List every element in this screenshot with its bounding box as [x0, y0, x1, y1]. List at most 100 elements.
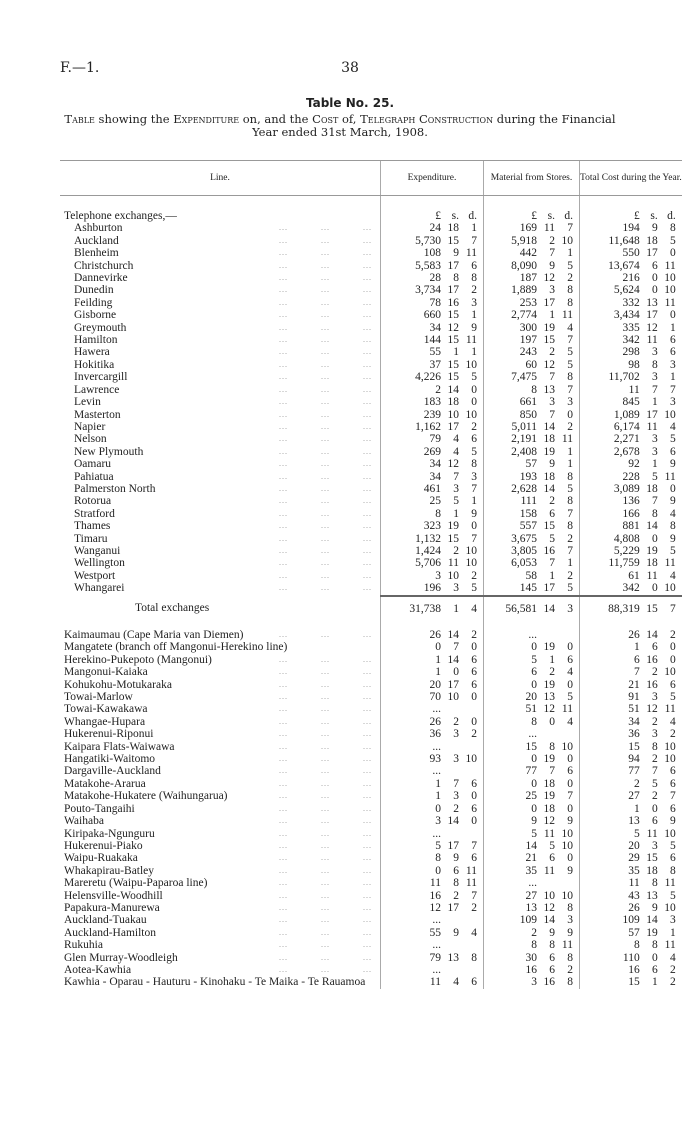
amount: 169 11 7	[484, 222, 579, 234]
amount: 78 16 3	[381, 297, 483, 309]
shillings: 18	[646, 864, 658, 877]
shillings: 12	[447, 321, 460, 334]
shillings: 12	[646, 321, 658, 334]
shillings: 12	[543, 272, 556, 285]
line-row: Whakapirau-Batley 06 11 35 11 9 35 18 8	[60, 864, 682, 878]
shillings: 5	[651, 470, 658, 483]
pence: 9	[669, 458, 676, 471]
shillings: 15	[447, 309, 460, 322]
pence: 2	[669, 728, 676, 741]
amount: 660 15 1	[381, 309, 483, 321]
document-reference: F.—1.	[60, 60, 100, 76]
exchange-row: Ashburton 24 18 1 169 11 7 194 98	[60, 222, 682, 235]
line-row: Kaipara Flats-Waiwawa... 15 8 10 15 8 10	[60, 740, 682, 753]
pounds: 8	[531, 939, 537, 952]
pence: 7	[669, 383, 676, 396]
pence: 0	[669, 653, 676, 666]
shillings: 3	[651, 691, 658, 704]
pounds: 461	[423, 482, 441, 495]
shillings: 5	[453, 495, 459, 508]
pounds: 8	[435, 507, 441, 520]
shillings: 10	[447, 569, 460, 582]
pence: 11	[465, 877, 477, 890]
amount: 34 12 8	[381, 458, 483, 470]
amount: 0 18 0	[484, 803, 579, 815]
shillings: 9	[549, 259, 555, 272]
shillings	[441, 964, 459, 976]
pence: 10	[664, 901, 676, 914]
pounds: 5,624	[613, 284, 640, 297]
pence: 7	[567, 383, 573, 396]
pence: 0	[567, 802, 573, 815]
section-label: Telephone exchanges,—	[64, 210, 177, 222]
pence: 6	[471, 777, 477, 790]
line-name: Waipu-Ruakaka	[60, 852, 381, 865]
pounds: 27	[525, 889, 538, 902]
pounds: 21	[525, 852, 538, 865]
shillings: 5	[549, 839, 555, 852]
pounds: 323	[423, 520, 441, 533]
shillings: 15	[447, 532, 460, 545]
line-row: Whangae-Hupara26208043424	[60, 715, 682, 729]
pounds: 7,475	[511, 371, 537, 384]
pence	[459, 765, 477, 777]
shillings: 9	[549, 458, 555, 471]
shillings: 0	[651, 532, 658, 545]
shillings: 2	[651, 666, 658, 679]
pounds: 1	[633, 802, 640, 815]
amount: ...	[484, 877, 579, 889]
pounds: 253	[519, 296, 537, 309]
line-row: Kiripaka-Ngunguru... 5 11 10 5 11 10	[60, 827, 682, 840]
pounds: 51	[628, 703, 640, 716]
amount: 34 12 9	[381, 322, 483, 334]
pounds: 98	[628, 358, 640, 371]
amount: 37 15 10	[381, 359, 483, 371]
shillings: 19	[646, 544, 658, 557]
shillings: 19	[447, 520, 460, 533]
amount: 77 7 6	[484, 765, 579, 777]
shillings: 10	[447, 408, 460, 421]
pence: 11	[465, 334, 477, 347]
shillings: 9	[453, 926, 459, 939]
amount: 2 14 0	[381, 384, 483, 396]
pounds: 29	[628, 852, 640, 865]
unit-shillings: s.	[451, 210, 459, 222]
line-row: Matakohe-Ararua1760180256	[60, 777, 682, 791]
page-number: 38	[341, 60, 359, 76]
amount: 55 9 4	[381, 927, 483, 939]
pounds: 36	[429, 728, 442, 741]
pounds: ...	[528, 629, 537, 641]
exchange-row: Hokitika 37 15 10 60 12 5 98 83	[60, 358, 682, 372]
amount: 20 17 6	[381, 679, 483, 691]
pounds: 109	[519, 914, 537, 927]
amount: 2,774 1 11	[484, 309, 579, 321]
pounds: 850	[519, 408, 537, 421]
amount: 29 15 6	[580, 852, 682, 864]
exchange-name: Christchurch	[60, 260, 381, 273]
pence: 8	[669, 520, 676, 533]
amount: 243 2 5	[484, 346, 579, 358]
shillings: 8	[651, 740, 658, 753]
amount: 3,434 17 0	[580, 309, 682, 321]
pounds: 8	[633, 939, 640, 952]
pounds: 51	[525, 703, 538, 716]
shillings: 14	[543, 914, 556, 927]
pence: 1	[567, 458, 573, 471]
pounds: 6	[531, 666, 537, 679]
amount: 6 16 0	[580, 654, 682, 666]
table-caption: Table showing the Expenditure on, and th…	[64, 112, 616, 139]
amount: 5 17 7	[381, 840, 483, 852]
pounds: 15	[628, 740, 640, 753]
amount: 881 14 8	[580, 520, 682, 532]
exchange-row: Westport3102581261114	[60, 569, 682, 583]
shillings: 11	[543, 864, 555, 877]
pence: 11	[664, 259, 676, 272]
pence: 7	[567, 334, 573, 347]
pence: 11	[664, 877, 676, 890]
line-name: Kawhia - Oparau - Hauturu - Kinohaku - T…	[64, 976, 366, 989]
amount: ...	[484, 629, 579, 641]
pence: 2	[567, 963, 573, 976]
